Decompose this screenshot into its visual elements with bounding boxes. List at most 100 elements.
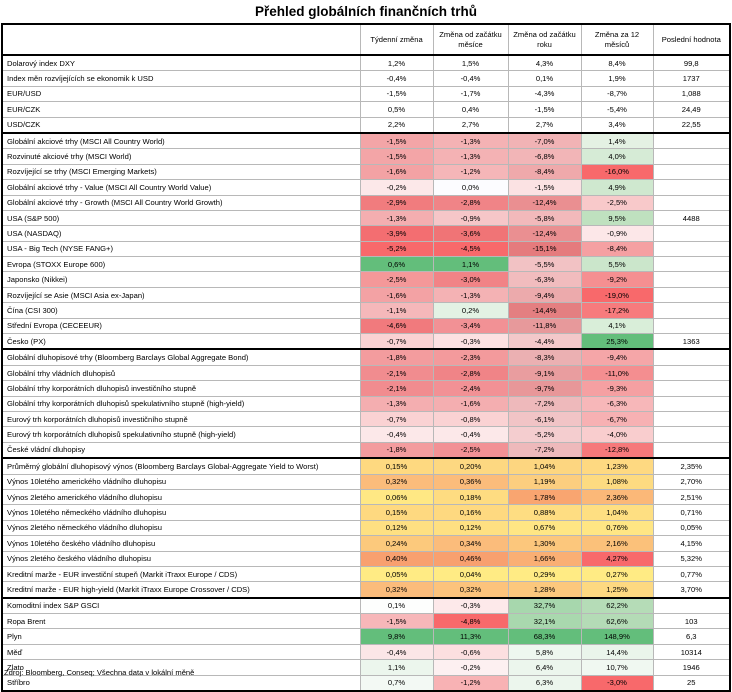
cell-ytd: -7,2% — [507, 441, 582, 459]
cell-weekly: 1,2% — [359, 54, 434, 72]
table-row: Globální dluhopisové trhy (Bloomberg Bar… — [1, 348, 731, 366]
cell-last: 2,35% — [652, 457, 731, 475]
cell-name: Globální trhy korporátních dluhopisů spe… — [1, 395, 361, 412]
table-row: Globální akciové trhy - Growth (MSCI All… — [1, 194, 731, 211]
cell-name: Komoditní index S&P GSCI — [1, 596, 361, 615]
cell-name: Globální trhy korporátních dluhopisů inv… — [1, 380, 361, 397]
cell-weekly: -0,4% — [359, 643, 434, 661]
cell-12m: 0,76% — [580, 519, 654, 537]
cell-12m: 4,1% — [580, 317, 654, 335]
cell-ytd: -6,1% — [507, 410, 582, 428]
cell-name: USD/CZK — [1, 116, 361, 134]
table-row: USA - Big Tech (NYSE FANG+) -5,2% -4,5% -15… — [1, 240, 731, 258]
cell-name: Zlato — [1, 659, 361, 676]
cell-ytd: -5,2% — [507, 426, 582, 443]
cell-12m: 148,9% — [580, 628, 654, 645]
cell-name: České vládní dluhopisy — [1, 441, 361, 459]
cell-mtd: -1,6% — [432, 395, 509, 412]
cell-ytd: -6,3% — [507, 271, 582, 288]
cell-ytd: -9,1% — [507, 364, 582, 382]
cell-ytd: -1,5% — [507, 101, 582, 118]
cell-last — [652, 596, 731, 615]
cell-last: 103 — [652, 613, 731, 630]
cell-last: 1946 — [652, 659, 731, 676]
cell-ytd: 68,3% — [507, 628, 582, 645]
table-row: Rozvíjející se Asie (MSCI Asia ex-Japan)… — [1, 286, 731, 304]
cell-weekly: -2,1% — [359, 364, 434, 382]
cell-mtd: 0,20% — [432, 457, 509, 475]
cell-last: 25 — [652, 674, 731, 692]
cell-name: USA (NASDAQ) — [1, 225, 361, 242]
cell-mtd: -2,5% — [432, 441, 509, 459]
cell-12m: -4,0% — [580, 426, 654, 443]
cell-mtd: -1,2% — [432, 674, 509, 692]
cell-last: 1363 — [652, 333, 731, 350]
header-mtd: Změna od začátku měsíce — [432, 23, 509, 56]
table-row: EUR/USD -1,5% -1,7% -4,3% -8,7% 1,088 — [1, 85, 731, 103]
cell-weekly: 0,12% — [359, 519, 434, 537]
table-row: České vládní dluhopisy -1,8% -2,5% -7,2% -12… — [1, 441, 731, 459]
cell-ytd: 0,67% — [507, 519, 582, 537]
cell-ytd: 0,88% — [507, 504, 582, 521]
cell-weekly: -2,5% — [359, 271, 434, 288]
cell-ytd: -12,4% — [507, 225, 582, 242]
table-row: USD/CZK 2,2% 2,7% 2,7% 3,4% 22,55 — [1, 116, 731, 134]
cell-name: Kreditní marže - EUR investiční stupeň (… — [1, 565, 361, 583]
cell-weekly: -0,4% — [359, 426, 434, 443]
table-row: Globální trhy vládních dluhopisů -2,1% -2,… — [1, 364, 731, 382]
cell-last — [652, 256, 731, 273]
cell-weekly: -4,6% — [359, 317, 434, 335]
cell-last — [652, 302, 731, 319]
cell-weekly: -1,5% — [359, 613, 434, 630]
cell-weekly: 0,05% — [359, 565, 434, 583]
cell-ytd: 0,29% — [507, 565, 582, 583]
table-row: Dolarový index DXY 1,2% 1,5% 4,3% 8,4% 99,8 — [1, 54, 731, 72]
table-row: Ropa Brent -1,5% -4,8% 32,1% 62,6% 103 — [1, 613, 731, 630]
source-note: Zdroj: Bloomberg, Conseq; Všechna data v… — [4, 668, 195, 677]
cell-weekly: 9,8% — [359, 628, 434, 645]
cell-12m: 9,5% — [580, 209, 654, 227]
cell-name: Globální trhy vládních dluhopisů — [1, 364, 361, 382]
header-ytd: Změna od začátku roku — [507, 23, 582, 56]
cell-last — [652, 179, 731, 196]
cell-ytd: 1,28% — [507, 581, 582, 599]
table-row: Rozvinuté akciové trhy (MSCI World) -1,5%… — [1, 148, 731, 165]
cell-mtd: -0,4% — [432, 70, 509, 87]
header-weekly: Týdenní změna — [359, 23, 434, 56]
cell-weekly: -0,7% — [359, 410, 434, 428]
table-row: Globální trhy korporátních dluhopisů inv… — [1, 380, 731, 397]
cell-mtd: -0,3% — [432, 333, 509, 350]
table-row: Eurový trh korporátních dluhopisů invest… — [1, 410, 731, 428]
cell-weekly: -2,9% — [359, 194, 434, 211]
cell-weekly: 0,40% — [359, 550, 434, 567]
cell-last: 3,70% — [652, 581, 731, 599]
cell-ytd: 1,19% — [507, 473, 582, 490]
table-row: Výnos 2letého německého vládního dluhopi… — [1, 519, 731, 537]
cell-ytd: -14,4% — [507, 302, 582, 319]
table-row: Komoditní index S&P GSCI 0,1% -0,3% 32,7% 62… — [1, 596, 731, 615]
cell-weekly: 0,15% — [359, 504, 434, 521]
cell-12m: 8,4% — [580, 54, 654, 72]
cell-ytd: -8,4% — [507, 163, 582, 181]
cell-weekly: -1,8% — [359, 348, 434, 366]
cell-mtd: -1,3% — [432, 286, 509, 304]
cell-mtd: 1,5% — [432, 54, 509, 72]
cell-ytd: 1,30% — [507, 535, 582, 552]
table-row: Výnos 10letého německého vládního dluhop… — [1, 504, 731, 521]
cell-weekly: 0,32% — [359, 473, 434, 490]
markets-table: Týdenní změna Změna od začátku měsíce Zm… — [1, 23, 731, 692]
cell-12m: -9,2% — [580, 271, 654, 288]
cell-name: Česko (PX) — [1, 333, 361, 350]
cell-mtd: -1,7% — [432, 85, 509, 103]
table-body: Dolarový index DXY 1,2% 1,5% 4,3% 8,4% 99,8 In… — [1, 54, 731, 692]
header-12m: Změna za 12 měsíců — [580, 23, 654, 56]
table-row: Měď -0,4% -0,6% 5,8% 14,4% 10314 — [1, 643, 731, 661]
cell-last — [652, 148, 731, 165]
table-row: Průměrný globální dluhopisový výnos (Blo… — [1, 457, 731, 475]
cell-ytd: -4,4% — [507, 333, 582, 350]
cell-mtd: -0,4% — [432, 426, 509, 443]
cell-last — [652, 194, 731, 211]
cell-12m: -6,7% — [580, 410, 654, 428]
cell-name: Čína (CSI 300) — [1, 302, 361, 319]
cell-last: 4488 — [652, 209, 731, 227]
